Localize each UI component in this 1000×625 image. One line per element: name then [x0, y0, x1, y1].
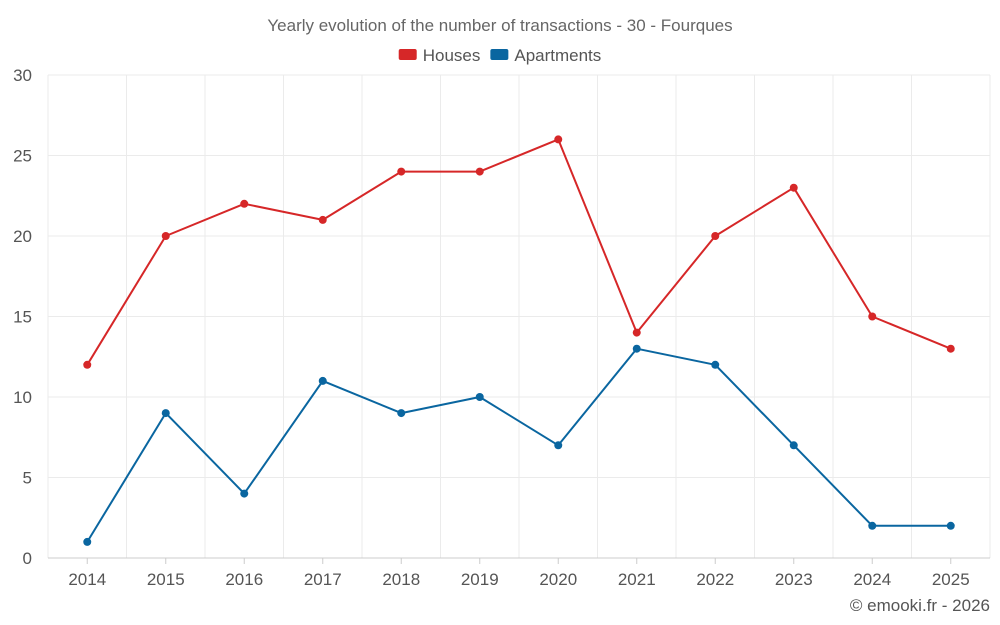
data-point-houses: [868, 312, 877, 321]
x-tick-label: 2021: [618, 570, 656, 589]
data-point-apartments: [554, 441, 563, 450]
data-point-apartments: [711, 360, 720, 369]
chart-title: Yearly evolution of the number of transa…: [267, 16, 732, 35]
data-point-houses: [83, 360, 92, 369]
x-tick-label: 2014: [68, 570, 106, 589]
data-point-houses: [946, 344, 955, 353]
series-line-apartments: [86, 347, 951, 543]
data-point-apartments: [632, 344, 641, 353]
data-point-apartments: [789, 441, 798, 450]
series-layer: [83, 135, 955, 546]
data-point-apartments: [240, 489, 249, 498]
x-axis: 2014 2015 2016 2017 2018 2019 2020 2021 2022 2023…: [68, 558, 970, 589]
x-tick-label: 2024: [853, 570, 891, 589]
data-point-apartments: [161, 409, 170, 418]
y-tick-label: 10: [13, 388, 32, 407]
data-point-houses: [632, 328, 641, 337]
x-tick-label: 2019: [461, 570, 499, 589]
y-tick-label: 5: [23, 469, 32, 488]
data-point-houses: [161, 232, 170, 240]
legend-label: Houses: [423, 46, 481, 65]
data-point-apartments: [318, 376, 327, 385]
data-point-houses: [397, 167, 406, 176]
data-point-houses: [711, 232, 720, 240]
data-point-houses: [554, 135, 563, 144]
x-tick-label: 2023: [775, 570, 813, 589]
legend-label: Apartments: [514, 46, 601, 65]
legend-swatch: [490, 49, 509, 60]
data-point-houses: [789, 183, 798, 192]
footer-credit: © emooki.fr - 2026: [850, 596, 990, 615]
y-axis: 0 5 10 15 20 25 30: [13, 66, 32, 568]
y-tick-label: 30: [13, 66, 32, 85]
data-point-houses: [318, 215, 327, 224]
data-point-apartments: [946, 521, 955, 530]
data-point-apartments: [83, 537, 92, 546]
series-line-houses: [86, 138, 952, 366]
legend: Houses Apartments: [398, 46, 601, 65]
y-tick-label: 15: [13, 308, 32, 327]
y-tick-label: 25: [13, 147, 32, 166]
x-tick-label: 2020: [539, 570, 577, 589]
data-point-apartments: [868, 521, 877, 530]
legend-item-apartments: Apartments: [490, 46, 601, 65]
x-tick-label: 2017: [304, 570, 342, 589]
x-tick-label: 2018: [382, 570, 420, 589]
grid: [47, 74, 991, 559]
y-tick-label: 0: [23, 549, 32, 568]
legend-item-houses: Houses: [398, 46, 481, 65]
data-point-houses: [475, 167, 484, 176]
x-tick-label: 2016: [225, 570, 263, 589]
data-point-apartments: [475, 393, 484, 401]
x-tick-label: 2022: [696, 570, 734, 589]
data-point-apartments: [397, 409, 406, 418]
legend-swatch: [398, 49, 417, 60]
x-tick-label: 2015: [147, 570, 185, 589]
y-tick-label: 20: [13, 227, 32, 246]
data-point-houses: [240, 199, 249, 208]
x-tick-label: 2025: [932, 570, 970, 589]
